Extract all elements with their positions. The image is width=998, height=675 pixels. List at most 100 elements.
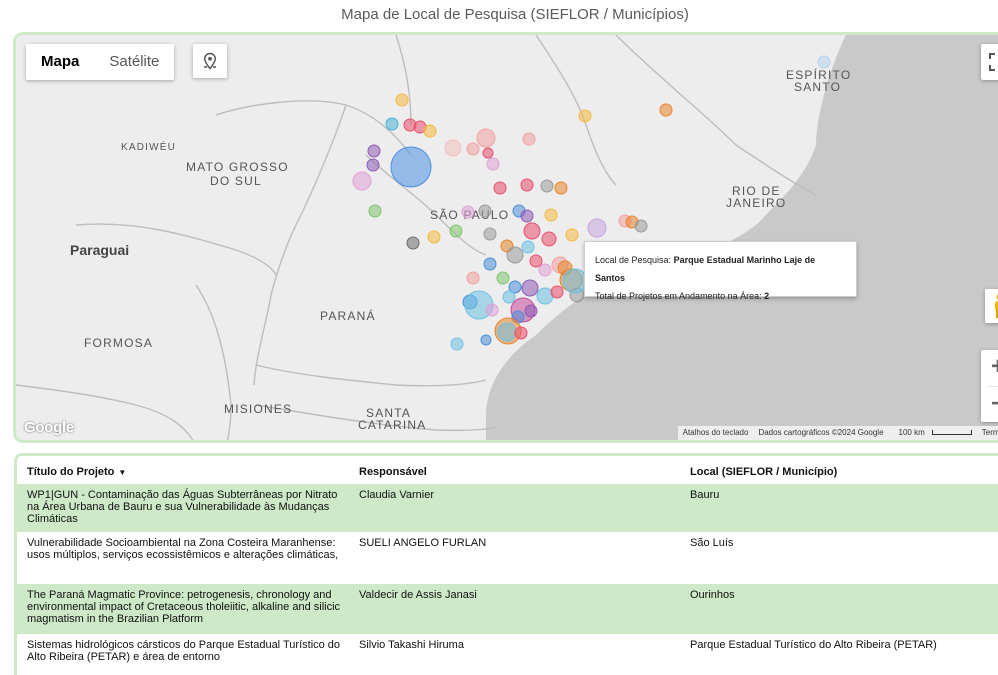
project-marker[interactable] — [536, 287, 554, 305]
project-marker[interactable] — [367, 144, 381, 158]
project-marker[interactable] — [538, 263, 552, 277]
zoom-separator — [987, 386, 998, 387]
table-header-row: Título do Projeto ▼ Responsável Local (SI… — [17, 456, 998, 484]
project-marker[interactable] — [565, 228, 579, 242]
zoom-out-button[interactable]: − — [981, 387, 998, 423]
label-kadiweu: KADIWÉU — [121, 140, 176, 153]
project-marker[interactable] — [817, 55, 831, 69]
map-data-attribution: Dados cartográficos ©2024 Google — [758, 428, 884, 437]
cell-responsible: Valdecir de Assis Janasi — [349, 584, 680, 634]
cell-location: Bauru — [680, 484, 998, 532]
table-row[interactable]: Sistemas hidrológicos cársticos do Parqu… — [17, 634, 998, 674]
project-marker[interactable] — [529, 254, 543, 268]
project-markers[interactable] — [352, 55, 831, 351]
zoom-control[interactable]: + − — [981, 350, 998, 422]
project-marker[interactable] — [390, 146, 432, 188]
header-responsible[interactable]: Responsável — [349, 456, 680, 484]
project-marker[interactable] — [523, 222, 541, 240]
project-marker[interactable] — [493, 181, 507, 195]
locate-button[interactable] — [193, 44, 227, 78]
project-marker[interactable] — [483, 227, 497, 241]
project-marker[interactable] — [444, 139, 462, 157]
project-marker[interactable] — [506, 246, 524, 264]
table-row[interactable]: The Paraná Magmatic Province: petrogenes… — [17, 584, 998, 634]
project-marker[interactable] — [496, 271, 510, 285]
tooltip-local-label: Local de Pesquisa: — [595, 255, 672, 265]
project-marker[interactable] — [524, 304, 538, 318]
terms-link[interactable]: Termos — [981, 428, 998, 437]
label-rio-1: RIO DE — [732, 184, 781, 198]
project-marker[interactable] — [550, 285, 564, 299]
cell-location: Parque Estadual Turístico do Alto Ribeir… — [680, 634, 998, 674]
project-marker[interactable] — [520, 178, 534, 192]
project-marker[interactable] — [406, 236, 420, 250]
project-marker[interactable] — [514, 326, 528, 340]
project-marker[interactable] — [520, 209, 534, 223]
project-marker[interactable] — [502, 290, 516, 304]
project-marker[interactable] — [522, 132, 536, 146]
project-marker[interactable] — [587, 218, 607, 238]
project-marker[interactable] — [450, 337, 464, 351]
projects-table: Título do Projeto ▼ Responsável Local (SI… — [17, 456, 998, 674]
table-row[interactable]: WP1|GUN - Contaminação das Águas Subterr… — [17, 484, 998, 532]
label-mato-grosso-2: DO SUL — [210, 174, 262, 188]
project-marker[interactable] — [482, 147, 494, 159]
project-marker[interactable] — [478, 204, 492, 218]
label-rio-2: JANEIRO — [726, 196, 786, 210]
project-marker[interactable] — [554, 181, 568, 195]
label-espirito-santo-1: ESPÍRITO — [786, 67, 851, 82]
map-type-satellite-button[interactable]: Satélite — [109, 53, 160, 70]
base-map[interactable]: ESPÍRITO SANTO KADIWÉU MATO GROSSO DO SU… — [16, 35, 998, 443]
project-marker[interactable] — [449, 224, 463, 238]
project-marker[interactable] — [480, 334, 492, 346]
project-marker[interactable] — [485, 303, 499, 317]
project-marker[interactable] — [659, 103, 673, 117]
project-marker[interactable] — [508, 280, 522, 294]
cell-title: The Paraná Magmatic Province: petrogenes… — [17, 584, 349, 634]
fullscreen-button[interactable] — [981, 44, 998, 80]
project-marker[interactable] — [497, 322, 517, 342]
project-marker[interactable] — [395, 93, 409, 107]
cell-responsible: Claudia Varnier — [349, 484, 680, 532]
project-marker[interactable] — [578, 109, 592, 123]
project-marker[interactable] — [427, 230, 441, 244]
project-marker[interactable] — [466, 142, 480, 156]
project-marker[interactable] — [483, 257, 497, 271]
tooltip-total-label: Total de Projetos em Andamento na Área: — [595, 291, 762, 301]
project-marker[interactable] — [385, 117, 399, 131]
map-type-control[interactable]: Mapa Satélite — [26, 44, 175, 80]
cell-title: Vulnerabilidade Socioambiental na Zona C… — [17, 532, 349, 584]
project-marker[interactable] — [540, 179, 554, 193]
street-view-pegman[interactable] — [985, 289, 998, 323]
table-row[interactable]: Vulnerabilidade Socioambiental na Zona C… — [17, 532, 998, 584]
project-marker[interactable] — [466, 271, 480, 285]
keyboard-shortcuts-link[interactable]: Atalhos do teclado — [682, 428, 749, 437]
label-paraguai: Paraguai — [70, 242, 129, 258]
project-marker[interactable] — [423, 124, 437, 138]
pegman-icon — [995, 294, 998, 318]
cell-location: São Luís — [680, 532, 998, 584]
project-marker[interactable] — [544, 208, 558, 222]
project-marker[interactable] — [368, 204, 382, 218]
project-marker[interactable] — [521, 240, 535, 254]
label-espirito-santo-2: SANTO — [794, 80, 841, 94]
project-marker[interactable] — [541, 231, 557, 247]
fullscreen-icon — [989, 53, 995, 71]
map-container[interactable]: ESPÍRITO SANTO KADIWÉU MATO GROSSO DO SU… — [13, 32, 998, 443]
projects-table-container: Título do Projeto ▼ Responsável Local (SI… — [14, 453, 998, 675]
header-title[interactable]: Título do Projeto ▼ — [17, 456, 349, 484]
project-marker[interactable] — [521, 279, 539, 297]
project-marker[interactable] — [476, 128, 496, 148]
tooltip-total-value: 2 — [764, 291, 770, 301]
scale-indicator[interactable]: 100 km — [889, 426, 977, 440]
project-marker[interactable] — [634, 219, 648, 233]
zoom-in-button[interactable]: + — [981, 350, 998, 386]
map-type-map-button[interactable]: Mapa — [41, 53, 80, 70]
cell-responsible: SUELI ANGELO FURLAN — [349, 532, 680, 584]
project-marker[interactable] — [461, 205, 475, 219]
project-marker[interactable] — [352, 171, 372, 191]
project-marker[interactable] — [486, 157, 500, 171]
scale-bar — [931, 430, 972, 436]
header-location[interactable]: Local (SIEFLOR / Município) — [680, 456, 998, 484]
project-marker[interactable] — [366, 158, 380, 172]
